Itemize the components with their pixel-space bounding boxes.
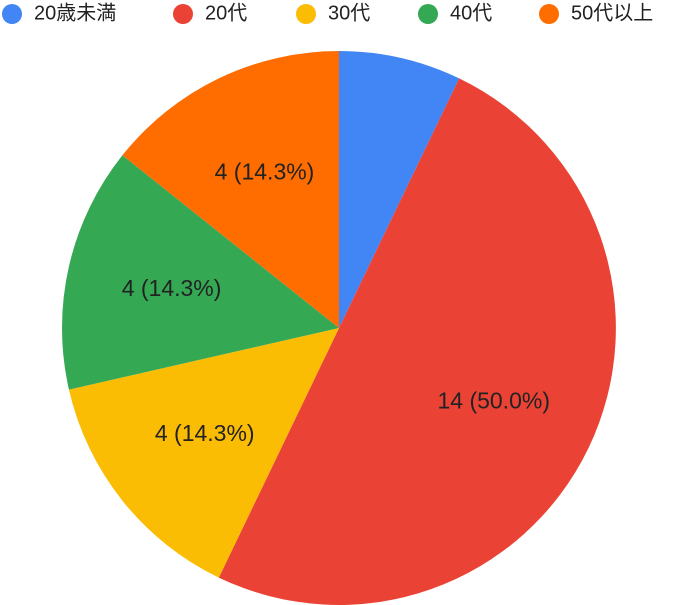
legend-marker <box>539 4 559 24</box>
pie-slice <box>61 155 339 390</box>
legend-marker <box>418 4 438 24</box>
legend-label: 20代 <box>205 1 247 24</box>
legend-label: 20歳未満 <box>34 1 116 24</box>
legend-label: 40代 <box>450 1 492 24</box>
legend-label: 50代以上 <box>571 1 653 24</box>
legend-marker <box>296 4 316 24</box>
pie-slice <box>339 51 460 328</box>
data-label: 4 (14.3%) <box>122 275 222 301</box>
legend-marker <box>173 4 193 24</box>
pie-slice <box>68 328 339 578</box>
pie-slice <box>122 51 339 328</box>
data-label: 14 (50.0%) <box>437 388 550 414</box>
pie-slice <box>218 78 616 605</box>
legend-marker <box>2 4 22 24</box>
legend-label: 30代 <box>328 1 370 24</box>
data-label: 4 (14.3%) <box>155 420 255 446</box>
data-label: 4 (14.3%) <box>215 158 315 184</box>
